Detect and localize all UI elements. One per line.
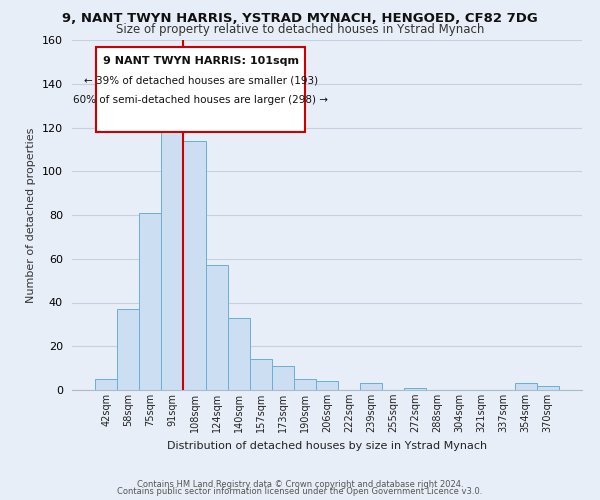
Bar bbox=[515, 384, 537, 390]
Bar bbox=[161, 110, 184, 390]
Text: ← 39% of detached houses are smaller (193): ← 39% of detached houses are smaller (19… bbox=[83, 76, 317, 86]
Text: 60% of semi-detached houses are larger (298) →: 60% of semi-detached houses are larger (… bbox=[73, 95, 328, 105]
Text: Contains HM Land Registry data © Crown copyright and database right 2024.: Contains HM Land Registry data © Crown c… bbox=[137, 480, 463, 489]
Text: Size of property relative to detached houses in Ystrad Mynach: Size of property relative to detached ho… bbox=[116, 22, 484, 36]
Bar bbox=[294, 379, 316, 390]
Bar bbox=[95, 379, 117, 390]
Text: Contains public sector information licensed under the Open Government Licence v3: Contains public sector information licen… bbox=[118, 487, 482, 496]
Bar bbox=[272, 366, 294, 390]
Bar bbox=[360, 384, 382, 390]
Bar bbox=[537, 386, 559, 390]
FancyBboxPatch shape bbox=[96, 46, 305, 132]
Bar bbox=[184, 140, 206, 390]
Bar bbox=[250, 360, 272, 390]
Bar bbox=[227, 318, 250, 390]
X-axis label: Distribution of detached houses by size in Ystrad Mynach: Distribution of detached houses by size … bbox=[167, 440, 487, 450]
Y-axis label: Number of detached properties: Number of detached properties bbox=[26, 128, 36, 302]
Text: 9 NANT TWYN HARRIS: 101sqm: 9 NANT TWYN HARRIS: 101sqm bbox=[103, 56, 299, 66]
Bar bbox=[139, 213, 161, 390]
Text: 9, NANT TWYN HARRIS, YSTRAD MYNACH, HENGOED, CF82 7DG: 9, NANT TWYN HARRIS, YSTRAD MYNACH, HENG… bbox=[62, 12, 538, 26]
Bar bbox=[404, 388, 427, 390]
Bar bbox=[117, 309, 139, 390]
Bar bbox=[316, 381, 338, 390]
Bar bbox=[206, 266, 227, 390]
